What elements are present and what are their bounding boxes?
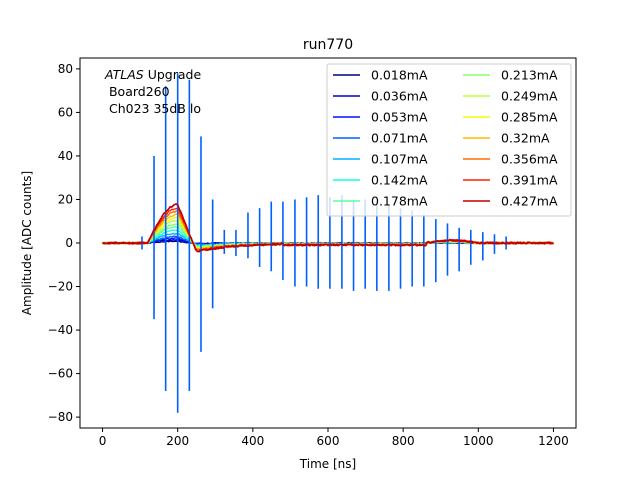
legend-label: 0.213mA	[501, 68, 558, 83]
legend-box	[326, 63, 572, 217]
chart-title: run770	[303, 37, 353, 53]
legend: 0.018mA 0.036mA 0.053mA 0.071mA 0.107mA 0.142…	[326, 63, 572, 217]
legend-label: 0.178mA	[371, 194, 428, 209]
x-tick-label: 200	[166, 434, 189, 448]
legend-label: 0.071mA	[371, 131, 428, 146]
legend-label: 0.32mA	[501, 131, 550, 146]
x-tick-label: 1200	[538, 434, 569, 448]
y-tick-label: −60	[48, 367, 73, 381]
legend-label: 0.107mA	[371, 152, 428, 167]
y-tick-label: 40	[58, 149, 73, 163]
y-tick-label: 20	[58, 192, 73, 206]
y-axis-label: Amplitude [ADC counts]	[20, 171, 34, 315]
legend-label: 0.142mA	[371, 173, 428, 188]
x-tick-label: 0	[99, 434, 107, 448]
y-tick-label: −40	[48, 323, 73, 337]
annotation-board: Board260	[105, 84, 170, 99]
x-tick-label: 800	[392, 434, 415, 448]
y-tick-label: 60	[58, 105, 73, 119]
legend-label: 0.018mA	[371, 68, 428, 83]
x-tick-label: 1000	[463, 434, 494, 448]
legend-label: 0.391mA	[501, 173, 558, 188]
y-tick-label: −80	[48, 410, 73, 424]
x-axis-label: Time [ns]	[299, 457, 356, 471]
y-tick-label: 80	[58, 62, 73, 76]
annotation-channel: Ch023 35dB lo	[105, 101, 201, 116]
x-tick-label: 400	[241, 434, 264, 448]
x-ticks: 0 200 400 600 800 1000 1200	[99, 428, 569, 448]
legend-label: 0.053mA	[371, 110, 428, 125]
atlas-annotation: ATLAS Upgrade Board260 Ch023 35dB lo	[104, 67, 201, 116]
series-line-top-overlay	[102, 203, 554, 253]
legend-label: 0.285mA	[501, 110, 558, 125]
x-tick-label: 600	[317, 434, 340, 448]
legend-label: 0.249mA	[501, 89, 558, 104]
svg-text:ATLAS Upgrade: ATLAS Upgrade	[104, 67, 201, 82]
annotation-upgrade: Upgrade	[144, 67, 202, 82]
spike-layer	[141, 73, 507, 413]
series-layer	[102, 73, 554, 413]
legend-label: 0.427mA	[501, 194, 558, 209]
y-tick-label: 0	[65, 236, 73, 250]
annotation-atlas: ATLAS	[104, 67, 144, 82]
y-ticks: −80 −60 −40 −20 0 20 40 60 80	[48, 62, 80, 424]
y-tick-label: −20	[48, 280, 73, 294]
legend-label: 0.356mA	[501, 152, 558, 167]
legend-label: 0.036mA	[371, 89, 428, 104]
